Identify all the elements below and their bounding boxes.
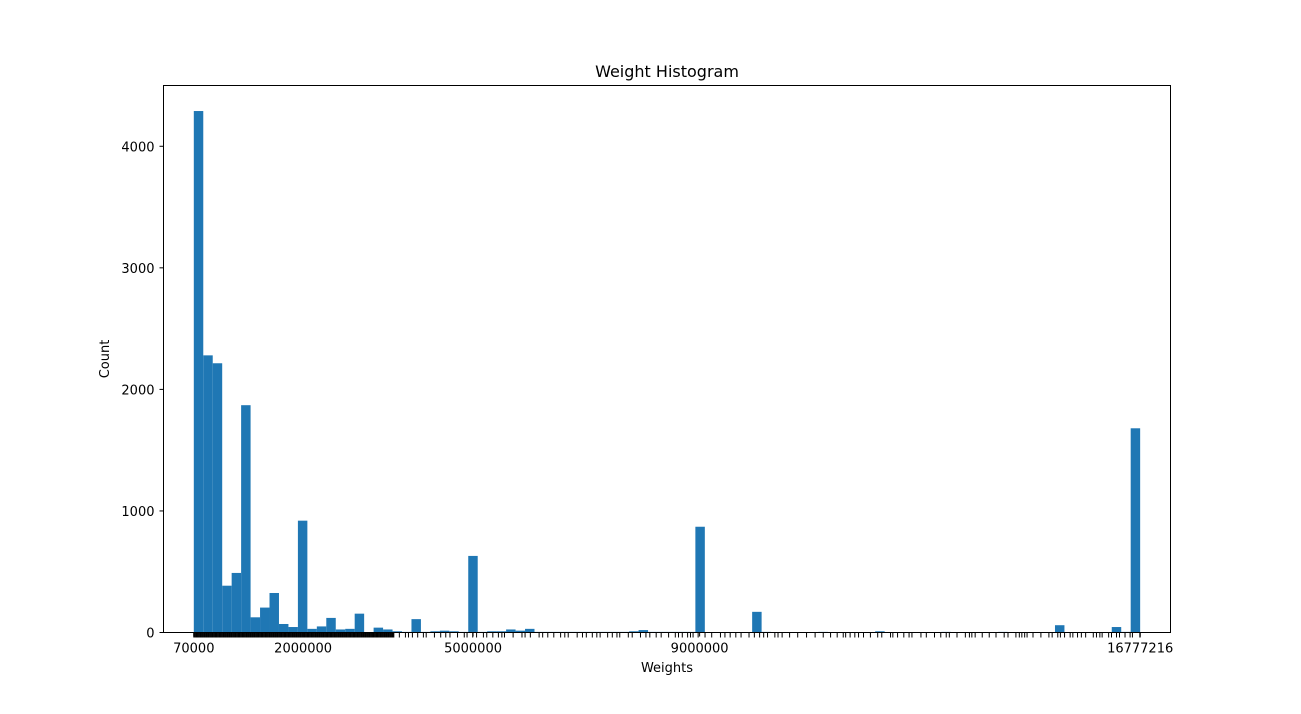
histogram-bar	[212, 363, 223, 633]
histogram-bar	[525, 628, 535, 633]
histogram-bar	[326, 617, 336, 633]
histogram-bar	[506, 629, 516, 633]
histogram-bar	[354, 613, 365, 633]
histogram-bar	[638, 630, 649, 633]
histogram-bar	[1111, 627, 1122, 633]
histogram-bar	[316, 626, 327, 633]
histogram-bar	[241, 405, 251, 633]
histogram-bar	[430, 631, 440, 633]
histogram-bars	[193, 111, 1141, 633]
y-axis-label: Count	[98, 340, 113, 379]
histogram-bar	[297, 520, 308, 633]
histogram-bar	[515, 630, 526, 633]
rug-marks	[193, 632, 1141, 638]
histogram-bar	[269, 592, 279, 633]
histogram-bar	[307, 628, 317, 633]
histogram-bar	[392, 631, 403, 633]
x-tick-label: 9000000	[671, 642, 729, 657]
histogram-bar	[231, 572, 242, 633]
histogram-bar	[288, 627, 298, 633]
x-tick-label: 2000000	[274, 642, 332, 657]
histogram-bar	[449, 631, 459, 633]
y-tick-label: 1000	[121, 505, 154, 520]
histogram-bar	[203, 355, 213, 633]
histogram-bar	[335, 629, 346, 633]
histogram-bar	[193, 111, 204, 633]
y-axis: 0 1000 2000 3000 4000	[121, 140, 164, 642]
histogram-bar	[468, 555, 478, 633]
histogram-bar	[250, 617, 261, 633]
y-tick-label: 0	[146, 627, 154, 642]
histogram-bar	[345, 628, 355, 633]
histogram-bar	[373, 627, 384, 633]
histogram-bar	[629, 631, 639, 633]
plot-frame	[163, 85, 1171, 633]
y-tick-label: 3000	[121, 262, 154, 277]
histogram-bar	[222, 585, 232, 633]
x-axis-label: Weights	[641, 661, 693, 676]
histogram-bar	[1054, 625, 1065, 633]
histogram-bar	[487, 631, 497, 633]
x-tick-label: 16777216	[1107, 642, 1173, 657]
x-tick-label: 70000	[173, 642, 214, 657]
histogram-bar	[496, 631, 507, 633]
histogram-bar	[439, 630, 450, 633]
chart-title: Weight Histogram	[595, 62, 739, 81]
histogram-bar	[875, 631, 885, 633]
histogram-bar	[383, 629, 393, 633]
histogram-bar	[1130, 428, 1141, 633]
histogram-bar	[278, 623, 289, 633]
y-tick-label: 2000	[121, 383, 154, 398]
x-axis: 70000 2000000 5000000 9000000 16777216	[173, 632, 1173, 657]
y-tick-label: 4000	[121, 140, 154, 155]
histogram-bar	[260, 607, 270, 633]
histogram-bar	[411, 619, 421, 633]
histogram-bar	[695, 526, 705, 633]
x-tick-label: 5000000	[444, 642, 502, 657]
histogram-bar	[752, 611, 762, 633]
